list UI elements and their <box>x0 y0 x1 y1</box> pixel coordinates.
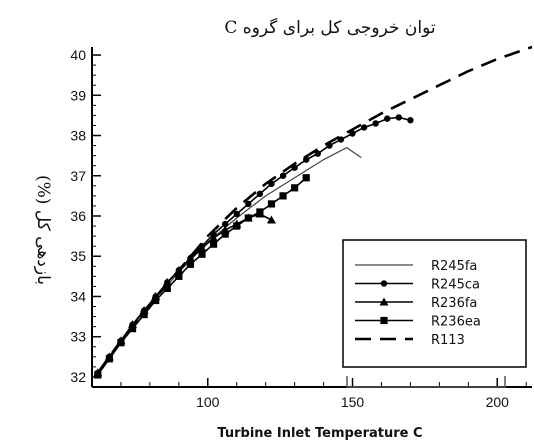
legend-box <box>342 239 527 368</box>
data-point-square <box>209 240 218 248</box>
data-point-circle <box>256 190 264 198</box>
data-point-circle <box>380 280 388 287</box>
data-point-triangle <box>185 253 195 262</box>
data-point-square <box>380 316 388 325</box>
data-point-square <box>302 174 310 182</box>
data-point-circle <box>337 136 345 143</box>
y-tick-label: 40 <box>70 47 86 63</box>
data-point-square <box>267 200 276 208</box>
data-point-circle <box>303 156 310 163</box>
y-tick-label: 32 <box>70 369 86 385</box>
y-tick-label: 35 <box>70 248 86 264</box>
legend-label-r236ea: R236ea <box>431 315 481 330</box>
legend: R245fa R245ca R236fa R236ea R113 <box>342 239 527 388</box>
data-point-circle <box>233 210 240 218</box>
legend-label-r245fa: R245fa <box>431 259 477 274</box>
data-point-circle <box>384 115 391 122</box>
x-tick-label: 150 <box>341 394 365 410</box>
data-point-square <box>279 192 287 200</box>
data-point-triangle <box>379 297 389 306</box>
data-point-square <box>140 310 148 319</box>
data-point-circle <box>407 117 414 124</box>
data-point-triangle <box>266 215 276 224</box>
data-point-triangle <box>162 277 172 286</box>
data-point-circle <box>279 172 287 179</box>
y-axis-label: بازدهی کل (%) <box>33 175 53 285</box>
legend-bracket <box>346 376 506 388</box>
y-tick-label: 39 <box>70 87 86 103</box>
series-line-r236fa <box>97 213 272 374</box>
data-point-square <box>233 222 241 230</box>
y-tick-label: 38 <box>70 128 86 144</box>
data-point-circle <box>245 200 252 208</box>
data-point-circle <box>372 120 379 127</box>
data-point-circle <box>268 180 275 188</box>
data-point-square <box>291 184 299 192</box>
data-point-circle <box>314 150 321 157</box>
plot-area: 32 33 34 35 36 37 38 39 40 100 150 200 <box>70 45 533 410</box>
x-tick-label: 200 <box>486 394 510 410</box>
legend-label-r113: R113 <box>431 333 465 348</box>
data-point-circle <box>291 164 298 171</box>
data-point-triangle <box>197 243 207 252</box>
data-point-square <box>94 371 102 379</box>
data-point-square <box>256 208 264 216</box>
data-point-triangle <box>174 265 184 274</box>
data-point-circle <box>326 142 333 149</box>
data-point-circle <box>395 114 403 121</box>
data-point-square <box>198 250 206 258</box>
x-tick-label: 100 <box>196 394 220 410</box>
legend-label-r245ca: R245ca <box>431 278 480 293</box>
chart-title: توان خروجی کل برای گروه C <box>224 17 435 38</box>
y-tick-label: 36 <box>70 208 86 224</box>
data-point-triangle <box>209 233 219 242</box>
data-point-square <box>163 284 171 293</box>
x-axis-label: Turbine Inlet Temperature C <box>217 426 422 441</box>
data-point-circle <box>349 130 356 137</box>
data-point-square <box>105 355 113 363</box>
data-point-circle <box>360 124 368 131</box>
y-tick-label: 33 <box>70 329 86 345</box>
data-point-square <box>152 296 160 305</box>
y-tick-label: 37 <box>70 168 86 184</box>
data-point-circle <box>221 220 229 228</box>
legend-label-r236fa: R236fa <box>431 296 477 311</box>
data-point-square <box>186 260 195 268</box>
data-point-square <box>128 325 137 333</box>
series-line-r245fa <box>97 146 362 374</box>
data-point-square <box>117 339 125 347</box>
data-point-square <box>175 272 183 280</box>
data-point-square <box>244 214 252 222</box>
y-tick-label: 34 <box>70 288 86 304</box>
data-point-square <box>221 230 229 238</box>
